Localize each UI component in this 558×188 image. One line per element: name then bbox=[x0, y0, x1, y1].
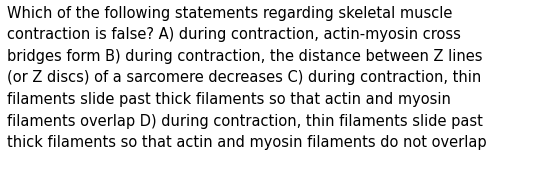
Text: Which of the following statements regarding skeletal muscle
contraction is false: Which of the following statements regard… bbox=[7, 6, 487, 150]
